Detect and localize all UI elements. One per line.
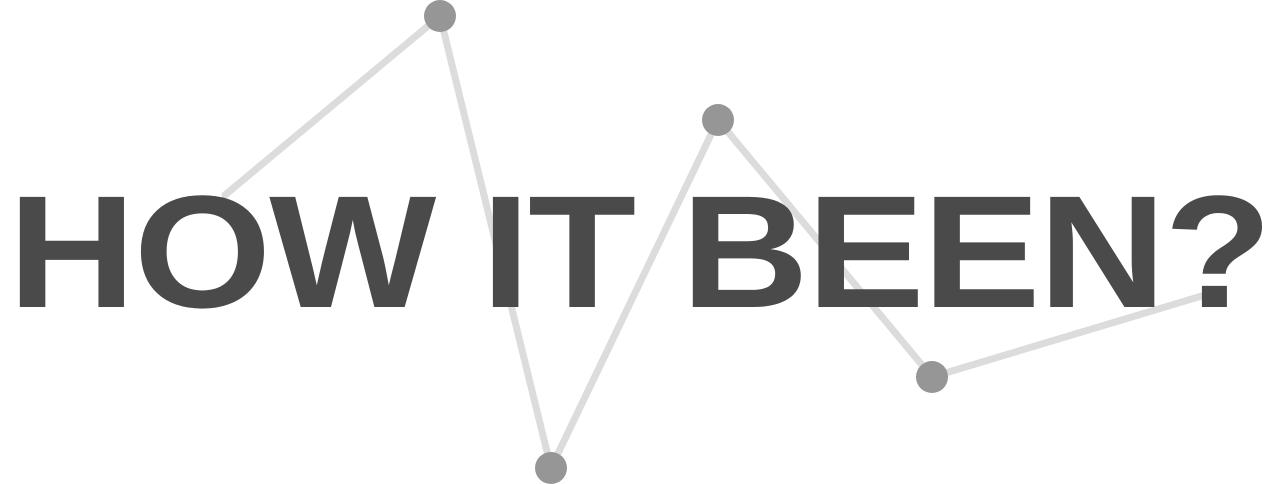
logo-headline: HOW IT BEEN?	[8, 162, 1270, 341]
zigzag-line	[221, 12, 1219, 472]
marker-dot	[424, 0, 456, 32]
marker-group	[424, 0, 948, 484]
marker-dot	[702, 104, 734, 136]
marker-dot	[535, 452, 567, 484]
marker-dot	[916, 361, 948, 393]
